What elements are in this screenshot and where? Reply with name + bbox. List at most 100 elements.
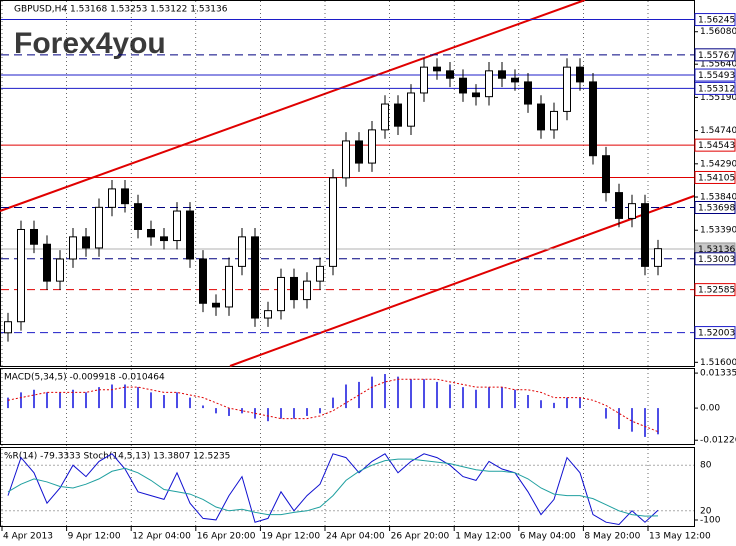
oscillator-title: %R(14) -79.3333 Stoch(14,5,13) 13.3807 1… bbox=[4, 452, 230, 462]
candle-body bbox=[17, 228, 25, 323]
x-tick-label: 13 May 12:00 bbox=[649, 532, 711, 542]
level-label: 1.55312 bbox=[698, 84, 735, 94]
candle-body bbox=[264, 310, 272, 319]
level-label: 1.54105 bbox=[698, 173, 735, 183]
level-label-box bbox=[694, 68, 736, 82]
candle-body bbox=[238, 236, 246, 267]
level-label: 1.52003 bbox=[698, 329, 735, 339]
candle-body bbox=[30, 228, 38, 245]
y-tick-label: 1.56080 bbox=[700, 27, 736, 37]
y-tick-label: 1.54740 bbox=[700, 126, 736, 136]
x-tick-label: 19 Apr 12:00 bbox=[261, 532, 320, 542]
level-label-box bbox=[694, 200, 736, 214]
x-tick-label: 16 Apr 20:00 bbox=[197, 532, 256, 542]
candle-body bbox=[537, 103, 545, 131]
candle-body bbox=[381, 103, 389, 131]
candle-body bbox=[615, 192, 623, 219]
level-label-box bbox=[694, 170, 736, 184]
oscillator-panel bbox=[0, 447, 695, 527]
candle-body bbox=[147, 228, 155, 238]
oscillator-tick-label: 20 bbox=[700, 506, 712, 516]
candle-body bbox=[485, 70, 493, 98]
candle-body bbox=[43, 243, 51, 282]
candle-body bbox=[524, 81, 532, 105]
level-label: 1.55493 bbox=[698, 71, 735, 81]
candle-body bbox=[134, 203, 142, 230]
candle-body bbox=[329, 177, 337, 267]
level-label: 1.53698 bbox=[698, 203, 735, 213]
candle-body bbox=[394, 103, 402, 127]
macd-tick-label: 0.013359 bbox=[700, 369, 736, 379]
y-tick-label: 1.54290 bbox=[700, 159, 736, 169]
y-tick-label: 1.55640 bbox=[700, 60, 736, 70]
x-tick-label: 9 Apr 12:00 bbox=[68, 532, 121, 542]
candle-body bbox=[56, 258, 64, 282]
logo: Forex4you bbox=[14, 27, 166, 60]
level-label-box bbox=[694, 252, 736, 266]
x-tick-label: 12 Apr 04:00 bbox=[132, 532, 191, 542]
candle-body bbox=[576, 66, 584, 83]
macd-tick-label: -0.01226 bbox=[700, 436, 736, 446]
candle-body bbox=[316, 265, 324, 282]
level-label-box bbox=[694, 138, 736, 152]
level-label-box bbox=[694, 81, 736, 95]
candle-body bbox=[199, 258, 207, 304]
y-tick-label: 1.51600 bbox=[700, 358, 736, 368]
oscillator-line bbox=[7, 458, 659, 517]
macd-panel bbox=[0, 368, 695, 445]
level-label: 1.53136 bbox=[698, 245, 735, 255]
candle-body bbox=[511, 77, 519, 83]
level-label: 1.55767 bbox=[698, 51, 735, 61]
level-label-box bbox=[694, 326, 736, 340]
x-tick-label: 6 May 04:00 bbox=[520, 532, 576, 542]
macd-title: MACD(5,34,5) -0.009918 -0.010464 bbox=[4, 373, 165, 383]
candle-body bbox=[251, 236, 259, 319]
x-tick-label: 24 Apr 04:00 bbox=[326, 532, 385, 542]
candle-body bbox=[654, 248, 662, 267]
oscillator-tick-label: -100 bbox=[700, 516, 721, 526]
level-label-box bbox=[694, 13, 736, 27]
candle-body bbox=[459, 77, 467, 94]
x-tick-label: 1 May 12:00 bbox=[455, 532, 511, 542]
candle-body bbox=[290, 276, 298, 301]
candle-body bbox=[641, 203, 649, 267]
level-label: 1.54543 bbox=[698, 141, 735, 151]
level-label-box bbox=[694, 283, 736, 297]
level-label: 1.56245 bbox=[698, 16, 735, 26]
y-tick-label: 1.53390 bbox=[700, 226, 736, 236]
candle-body bbox=[212, 302, 220, 308]
candle-body bbox=[407, 92, 415, 127]
x-tick-label: 4 Apr 2013 bbox=[3, 532, 53, 542]
y-tick-label: 1.55190 bbox=[700, 93, 736, 103]
candle-body bbox=[277, 276, 285, 312]
candle-body bbox=[121, 188, 129, 205]
candle-body bbox=[4, 321, 12, 334]
oscillator-tick-label: 80 bbox=[700, 461, 712, 471]
candle-body bbox=[433, 66, 441, 72]
macd-tick-label: 0.00 bbox=[700, 404, 720, 414]
candle-body bbox=[355, 140, 363, 164]
x-tick-label: 8 May 20:00 bbox=[584, 532, 640, 542]
candle-body bbox=[342, 140, 350, 179]
candle-body bbox=[108, 188, 116, 208]
channel-upper bbox=[0, 0, 586, 212]
y-tick-label: 1.53840 bbox=[700, 193, 736, 203]
candle-body bbox=[589, 81, 597, 157]
candle-body bbox=[186, 210, 194, 260]
symbol-header: GBPUSD,H4 1.53168 1.53253 1.53122 1.5313… bbox=[14, 5, 228, 15]
candle-body bbox=[95, 206, 103, 249]
candle-body bbox=[498, 70, 506, 79]
candle-body bbox=[602, 155, 610, 194]
candle-body bbox=[160, 236, 168, 242]
x-tick-label: 26 Apr 20:00 bbox=[391, 532, 450, 542]
candle-body bbox=[550, 110, 558, 131]
candle-body bbox=[225, 265, 233, 308]
candle-body bbox=[563, 66, 571, 112]
candle-body bbox=[69, 236, 77, 260]
level-label: 1.52585 bbox=[698, 286, 735, 296]
candle-body bbox=[173, 210, 181, 242]
channel-lower bbox=[229, 195, 695, 367]
candle-body bbox=[628, 203, 636, 219]
